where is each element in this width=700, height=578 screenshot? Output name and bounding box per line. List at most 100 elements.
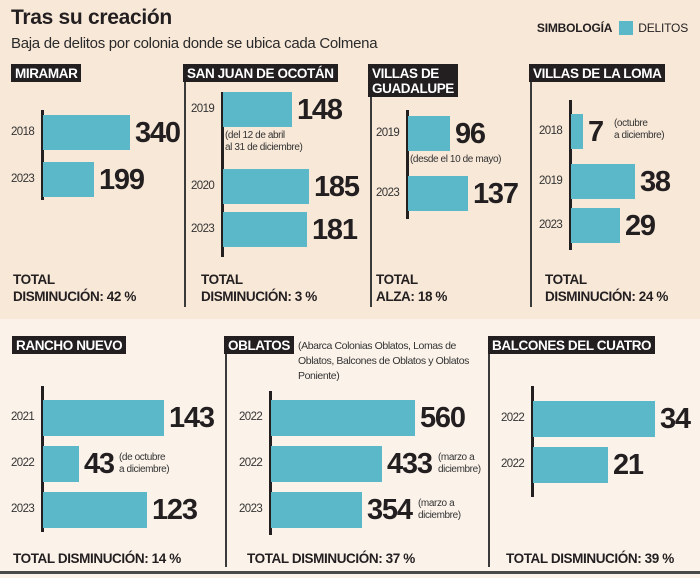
value-label: 38 (640, 165, 671, 198)
year-label: 2022 (11, 457, 35, 469)
bar-2019 (571, 164, 635, 199)
divider (370, 75, 372, 307)
year-label: 2022 (501, 458, 525, 470)
year-label: 2023 (191, 222, 215, 235)
divider (225, 345, 227, 567)
bar-2023 (271, 492, 362, 528)
value-label: 560 (420, 402, 466, 434)
total-value: DISMINUCIÓN: 42 % (13, 289, 136, 304)
legend-label: SIMBOLOGÍA (536, 21, 613, 35)
bar-2023 (571, 208, 620, 243)
legend-item-delitos: DELITOS (638, 21, 688, 35)
chart-axis (41, 386, 44, 532)
value-label: 181 (312, 213, 358, 246)
value-label: 137 (473, 177, 519, 210)
value-label: 96 (455, 117, 486, 150)
year-label: 2019 (539, 174, 563, 187)
value-label: 185 (314, 170, 360, 203)
bottom-section-background (0, 319, 700, 571)
bar-2019 (223, 92, 292, 127)
value-label: 354 (367, 494, 413, 526)
value-label: 148 (297, 93, 343, 126)
bar-2022 (271, 446, 382, 482)
bottom-rule (0, 571, 700, 574)
legend-swatch-icon (619, 21, 634, 35)
total-value: DISMINUCIÓN: 24 % (545, 289, 668, 304)
legend: SIMBOLOGÍA DELITOS (537, 21, 688, 35)
total-san-juan-de-ocotan: TOTAL DISMINUCIÓN: 3 % (201, 271, 317, 305)
bar-2023 (223, 212, 307, 247)
bar-2022 (271, 400, 415, 436)
total-value: DISMINUCIÓN: 3 % (201, 289, 317, 304)
bar-2022 (533, 401, 655, 437)
year-label: 2023 (539, 218, 563, 231)
year-label: 2019 (376, 126, 400, 139)
total-label: TOTAL (376, 272, 418, 287)
year-label: 2018 (11, 125, 35, 138)
year-label: 2023 (239, 503, 263, 515)
panel-title-miramar: MIRAMAR (11, 64, 82, 82)
panel-title-oblatos: OBLATOS (224, 336, 294, 354)
divider (530, 75, 532, 307)
value-label: 29 (625, 209, 656, 242)
bar-2023 (43, 162, 94, 197)
total-balcones-del-cuatro: TOTAL DISMINUCIÓN: 39 % (506, 551, 674, 566)
value-label: 123 (152, 494, 198, 526)
top-section-background (0, 0, 700, 319)
total-villas-de-guadalupe: TOTAL ALZA: 18 % (376, 271, 447, 305)
panel-title-balcones-del-cuatro: BALCONES DEL CUATRO (488, 336, 656, 354)
value-label: 43 (84, 448, 115, 480)
total-miramar: TOTAL DISMINUCIÓN: 42 % (13, 271, 136, 305)
bar-2022 (43, 446, 79, 482)
bar-2021 (43, 400, 164, 436)
bar-note: (octubre a diciembre) (614, 118, 665, 141)
year-label: 2022 (501, 412, 525, 424)
total-villas-de-la-loma: TOTAL DISMINUCIÓN: 24 % (545, 271, 668, 305)
total-label: TOTAL (201, 272, 243, 287)
value-label: 143 (169, 402, 215, 434)
panel-title-line: GUADALUPE (372, 81, 454, 96)
year-label: 2021 (11, 411, 35, 423)
divider (488, 345, 490, 567)
total-value: ALZA: 18 % (376, 289, 448, 304)
panel-title-villas-de-la-loma: VILLAS DE LA LOMA (529, 64, 666, 82)
chart-axis (41, 110, 44, 200)
bar-2018 (43, 115, 130, 150)
divider (184, 75, 186, 307)
bar-2018 (571, 114, 583, 149)
total-oblatos: TOTAL DISMINUCIÓN: 37 % (247, 551, 415, 566)
total-label: TOTAL (545, 272, 587, 287)
year-label: 2022 (239, 457, 263, 469)
panel-title-rancho-nuevo: RANCHO NUEVO (12, 336, 127, 354)
chart-axis (221, 92, 224, 257)
chart-axis (531, 386, 534, 497)
bar-note: (marzo a diciembre) (438, 452, 481, 475)
year-label: 2018 (539, 124, 563, 137)
panel-title-line: VILLAS DE (372, 66, 439, 81)
panel-title-villas-de-guadalupe: VILLAS DE GUADALUPE (368, 64, 458, 97)
chart-axis (569, 100, 572, 250)
bar-2019 (408, 116, 450, 151)
bar-2020 (223, 169, 309, 204)
chart-axis (406, 110, 409, 219)
value-label: 34 (660, 403, 691, 435)
bar-2022 (533, 447, 608, 483)
year-label: 2020 (191, 179, 215, 192)
year-label: 2023 (376, 186, 400, 199)
page-title: Tras su creación (11, 6, 172, 29)
bottom-strip (0, 574, 700, 578)
panel-title-san-juan-de-ocotan: SAN JUAN DE OCOTÁN (183, 64, 338, 82)
oblatos-description: (Abarca Colonias Oblatos, Lomas de Oblat… (298, 340, 469, 382)
value-label: 340 (135, 116, 181, 149)
year-label: 2022 (239, 411, 263, 423)
bar-note: (marzo a diciembre) (418, 498, 461, 521)
total-label: TOTAL (13, 272, 55, 287)
year-label: 2023 (11, 172, 35, 185)
value-label: 433 (387, 448, 433, 480)
value-label: 199 (99, 163, 145, 196)
bar-note: (de octubre a diciembre) (119, 452, 170, 475)
value-label: 7 (588, 115, 604, 148)
year-label: 2023 (11, 503, 35, 515)
bar-2023 (408, 176, 468, 211)
year-label: 2019 (191, 102, 215, 115)
